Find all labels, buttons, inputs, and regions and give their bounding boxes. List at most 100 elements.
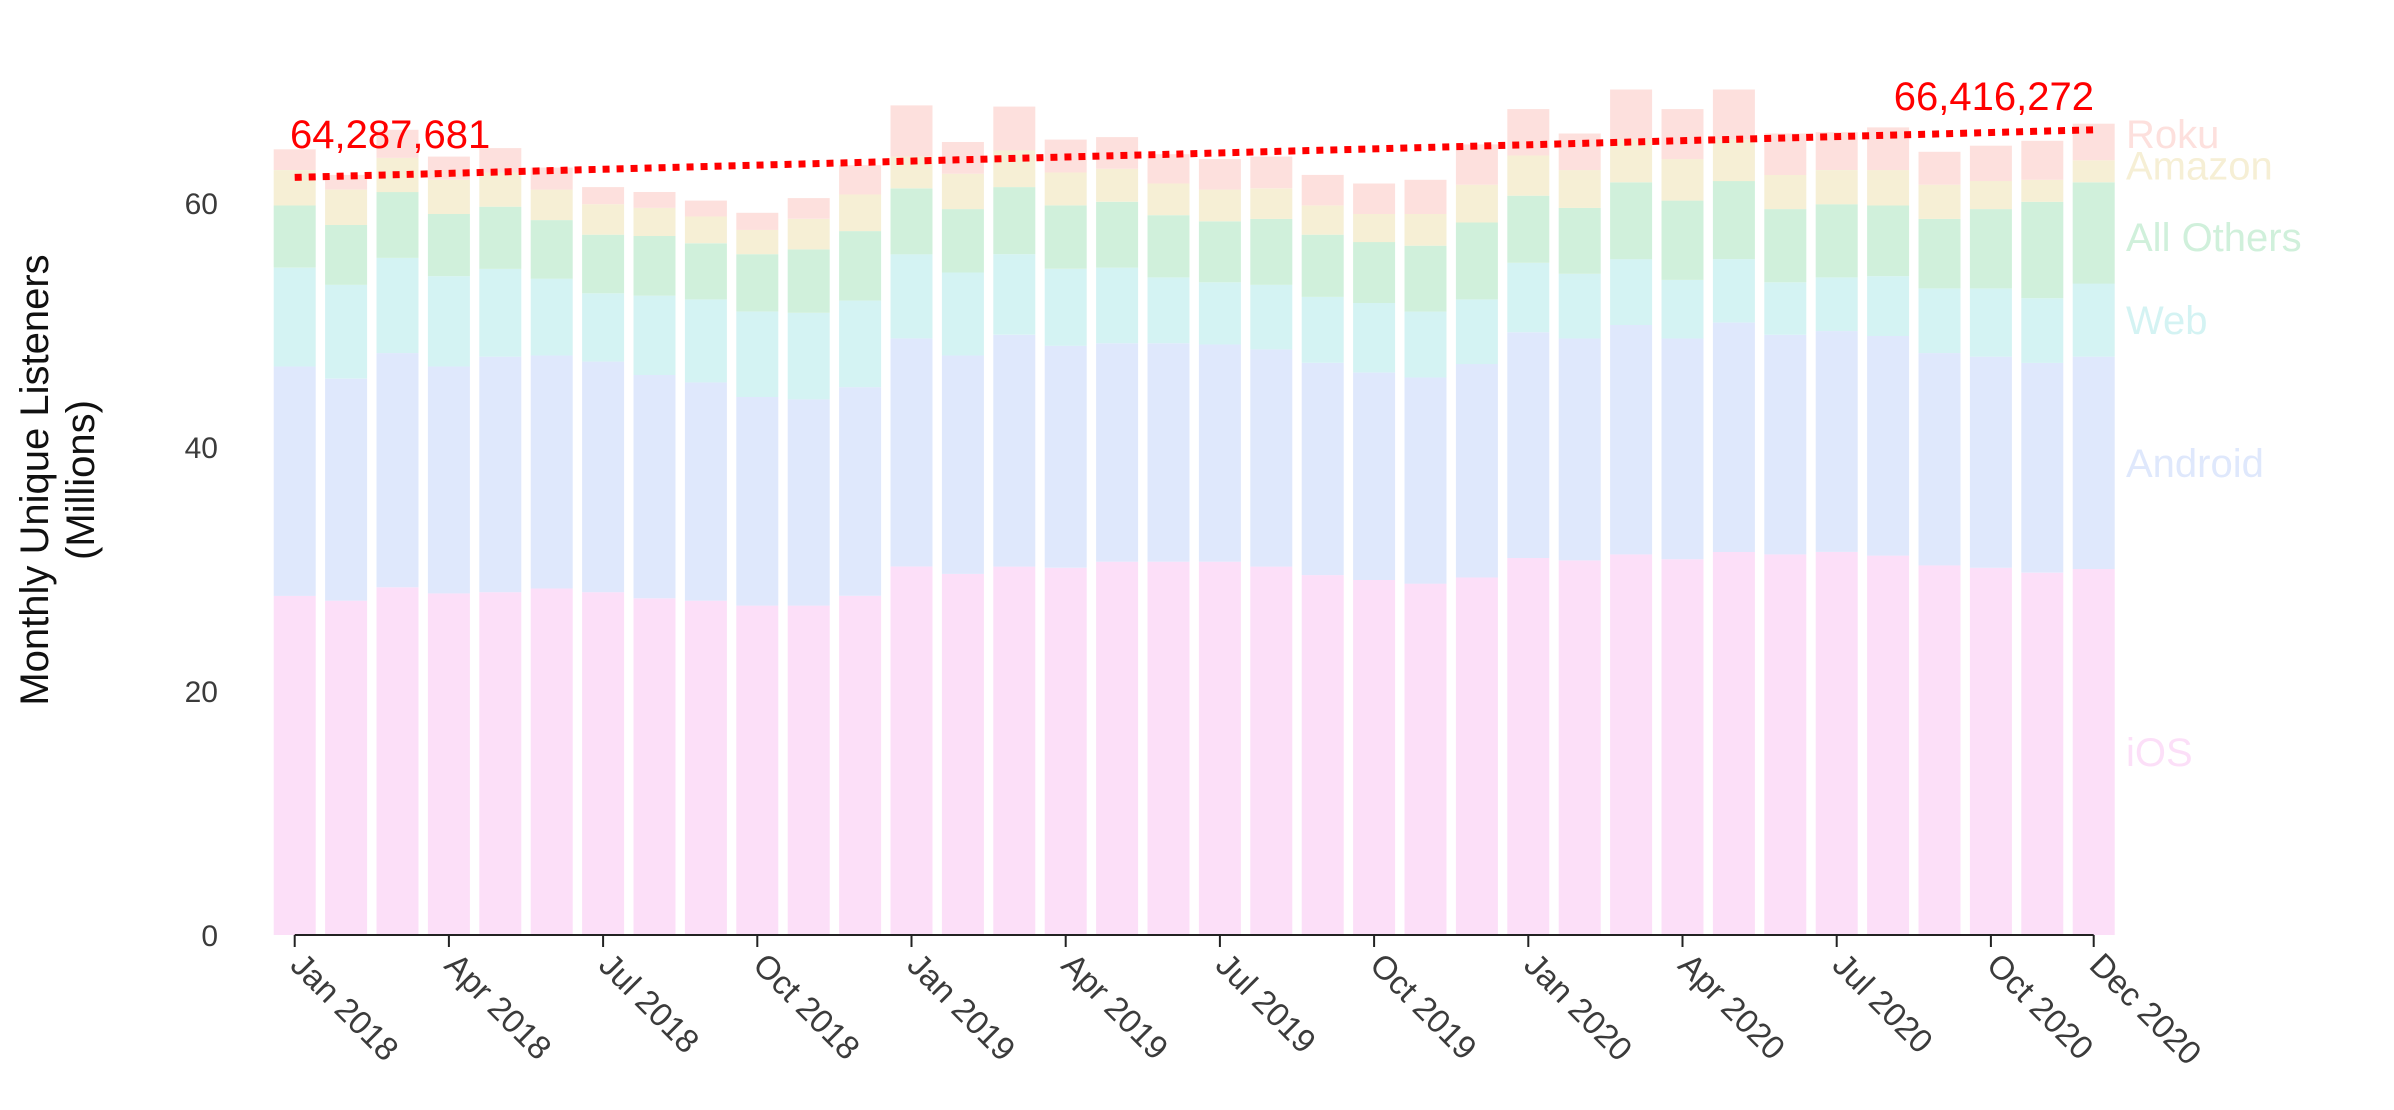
- bar-segment-android-0: [273, 366, 316, 596]
- bar-segment-amazon-13: [941, 173, 984, 210]
- bar-segment-web-6: [582, 293, 625, 362]
- bar-segment-web-31: [1867, 276, 1910, 336]
- x-tick-label: Jul 2019: [1209, 946, 1323, 1060]
- bar-segment-android-9: [736, 397, 779, 606]
- bar-segment-android-8: [684, 382, 727, 601]
- bar-segment-web-20: [1301, 296, 1344, 363]
- bar-segment-android-29: [1764, 334, 1807, 555]
- bar-segment-web-27: [1661, 279, 1704, 339]
- bar-segment-web-5: [530, 278, 573, 356]
- bar-segment-web-35: [2072, 283, 2115, 357]
- bar-segment-amazon-20: [1301, 205, 1344, 235]
- bar-segment-all-others-10: [787, 249, 830, 313]
- bar-segment-amazon-27: [1661, 159, 1704, 201]
- bar-segment-amazon-26: [1610, 139, 1653, 183]
- bar-segment-ios-20: [1301, 575, 1344, 935]
- bar-segment-roku-13: [941, 142, 984, 174]
- bar-segment-all-others-9: [736, 254, 779, 312]
- bar-segment-amazon-8: [684, 216, 727, 244]
- bar-segment-roku-1: [325, 174, 368, 190]
- bar-segment-roku-33: [1969, 145, 2012, 182]
- bar-segment-amazon-30: [1815, 170, 1858, 205]
- x-tick-label: Oct 2019: [1363, 946, 1484, 1067]
- x-tick-label: Apr 2018: [438, 946, 559, 1067]
- y-tick-label: 20: [185, 676, 218, 709]
- bar-segment-android-35: [2072, 356, 2115, 569]
- bar-segment-ios-0: [273, 595, 316, 935]
- bar-segment-amazon-18: [1198, 189, 1241, 222]
- x-tick-label: Apr 2020: [1672, 946, 1793, 1067]
- x-tick-label: Dec 2020: [2083, 946, 2209, 1072]
- bar-segment-amazon-23: [1455, 184, 1498, 223]
- bar-segment-android-18: [1198, 344, 1241, 562]
- bar-segment-amazon-9: [736, 229, 779, 255]
- bar-segment-roku-21: [1353, 183, 1396, 214]
- bar-segment-ios-29: [1764, 554, 1807, 935]
- bar-segment-android-31: [1867, 336, 1910, 556]
- bar-segment-all-others-22: [1404, 245, 1447, 312]
- bar-segment-android-17: [1147, 343, 1190, 562]
- bar-segment-roku-25: [1558, 133, 1601, 171]
- bar-segment-web-24: [1507, 262, 1550, 333]
- bar-segment-roku-34: [2021, 140, 2064, 180]
- bar-segment-web-33: [1969, 288, 2012, 357]
- bar-segment-android-34: [2021, 362, 2064, 573]
- bar-segment-android-23: [1455, 364, 1498, 578]
- bar-segment-roku-12: [890, 105, 933, 157]
- bar-segment-all-others-28: [1712, 181, 1755, 260]
- bar-segment-roku-4: [479, 148, 522, 173]
- y-axis-title-line: (Millions): [59, 400, 103, 560]
- bar-segment-ios-28: [1712, 551, 1755, 935]
- bar-segment-roku-31: [1867, 127, 1910, 171]
- x-tick-label: Jul 2018: [592, 946, 706, 1060]
- bar-segment-amazon-3: [427, 179, 470, 214]
- bar-segment-roku-27: [1661, 109, 1704, 160]
- bar-segment-android-20: [1301, 362, 1344, 576]
- bar-segment-web-15: [1044, 268, 1087, 346]
- series-label-web: Web: [2126, 299, 2208, 343]
- bar-segment-all-others-34: [2021, 201, 2064, 299]
- bar-segment-ios-1: [325, 600, 368, 935]
- bar-segment-android-12: [890, 338, 933, 567]
- bar-segment-all-others-13: [941, 209, 984, 273]
- bar-segment-all-others-5: [530, 220, 573, 279]
- bar-segment-ios-21: [1353, 580, 1396, 935]
- bar-segment-android-5: [530, 355, 573, 589]
- bar-segment-amazon-4: [479, 172, 522, 207]
- y-axis-title-line: Monthly Unique Listeners: [13, 254, 57, 705]
- bar-segment-amazon-29: [1764, 174, 1807, 210]
- bar-segment-ios-19: [1250, 566, 1293, 935]
- bar-segment-android-32: [1918, 353, 1961, 566]
- bar-segment-all-others-23: [1455, 222, 1498, 300]
- bar-segment-roku-22: [1404, 179, 1447, 214]
- bar-segment-web-22: [1404, 311, 1447, 378]
- bar-segment-ios-11: [839, 595, 882, 935]
- bar-segment-android-22: [1404, 377, 1447, 584]
- bar-segment-android-3: [427, 366, 470, 594]
- bar-segment-ios-30: [1815, 551, 1858, 935]
- bar-segment-roku-6: [582, 187, 625, 205]
- bar-segment-roku-35: [2072, 123, 2115, 161]
- x-tick-label: Jul 2020: [1826, 946, 1940, 1060]
- bar-segment-android-4: [479, 356, 522, 593]
- bar-segment-all-others-27: [1661, 200, 1704, 280]
- bar-segment-web-21: [1353, 303, 1396, 373]
- bar-segment-amazon-10: [787, 218, 830, 250]
- bar-segment-web-29: [1764, 282, 1807, 335]
- bar-segment-all-others-0: [273, 205, 316, 268]
- bar-segment-all-others-14: [993, 187, 1036, 255]
- bar-segment-amazon-15: [1044, 172, 1087, 206]
- bar-segment-web-32: [1918, 288, 1961, 354]
- bar-segment-android-26: [1610, 325, 1653, 555]
- bar-segment-all-others-25: [1558, 207, 1601, 274]
- bar-segment-android-15: [1044, 345, 1087, 568]
- bar-segment-android-11: [839, 387, 882, 596]
- bar-segment-ios-16: [1096, 561, 1139, 935]
- trend-end-label: 66,416,272: [1894, 75, 2094, 119]
- bar-segment-all-others-2: [376, 192, 419, 258]
- bar-segment-android-24: [1507, 332, 1550, 558]
- x-tick-label: Jan 2018: [284, 946, 406, 1068]
- x-tick-label: Jan 2020: [1517, 946, 1639, 1068]
